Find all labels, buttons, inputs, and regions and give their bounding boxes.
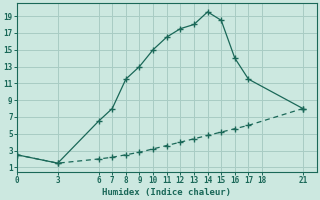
X-axis label: Humidex (Indice chaleur): Humidex (Indice chaleur)	[102, 188, 231, 197]
